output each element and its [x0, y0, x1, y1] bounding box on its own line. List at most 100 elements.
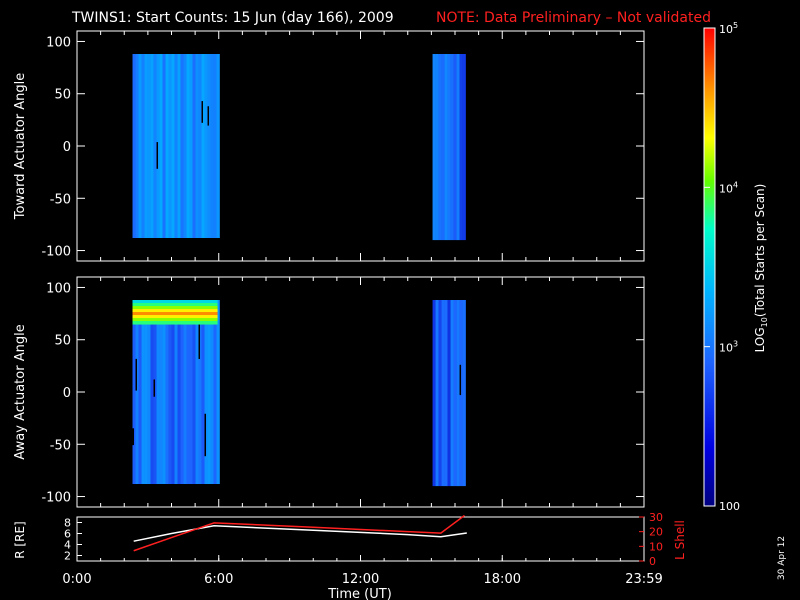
away-heatmap-strip — [444, 300, 448, 487]
toward-heatmap-strip — [207, 54, 211, 238]
toward-heatmap-strip — [210, 54, 214, 238]
toward-heatmap-strip — [213, 54, 217, 238]
away-band-cell — [132, 309, 218, 313]
toward-heatmap-strip — [180, 54, 184, 238]
away-heatmap-strip — [195, 300, 199, 484]
away-heatmap-strip — [174, 300, 178, 484]
orbit-right-ylabel: L Shell — [673, 520, 687, 560]
orbit-panel-frame — [76, 516, 645, 562]
away-heatmap-strip — [177, 300, 181, 484]
toward-heatmap-strip — [456, 54, 460, 241]
away-band-cell — [132, 312, 218, 316]
colorbar — [703, 27, 716, 507]
away-band-cell — [132, 318, 218, 322]
away-gap-mark — [132, 428, 135, 446]
toward-heatmap-strip — [204, 54, 208, 238]
toward-heatmap-strip — [177, 54, 181, 238]
toward-ylabel: Toward Actuator Angle — [13, 73, 28, 220]
away-heatmap-strip — [201, 300, 205, 484]
away-heatmap-strip — [438, 300, 442, 487]
toward-heatmap-strip — [444, 54, 448, 241]
chart-title: TWINS1: Start Counts: 15 Jun (day 166), … — [71, 10, 394, 26]
away-band-cell — [132, 303, 218, 307]
away-heatmap-strip — [159, 300, 163, 484]
away-heatmap-strip — [180, 300, 184, 484]
away-heatmap-strip — [435, 300, 439, 487]
away-heatmap-strip — [198, 300, 202, 484]
away-heatmap-strip — [456, 300, 460, 487]
toward-heatmap-strip — [132, 54, 136, 238]
orbit-left-ytick-label: 2 — [64, 550, 71, 563]
away-heatmap-strip — [450, 300, 454, 487]
toward-heatmap-strip — [153, 54, 157, 238]
away-heatmap-strip — [189, 300, 193, 484]
toward-heatmap-strip — [168, 54, 172, 238]
away-ytick-label: -100 — [41, 491, 71, 506]
toward-heatmap-strip — [438, 54, 442, 241]
away-heatmap-strip — [153, 300, 157, 484]
away-heatmap-strip — [141, 300, 145, 484]
away-gap-mark — [135, 358, 138, 391]
orbit-lines — [133, 514, 467, 552]
toward-heatmap-strip — [447, 54, 451, 241]
toward-heatmap-strip — [441, 54, 445, 241]
toward-heatmap-strip — [150, 54, 154, 238]
toward-heatmap-strip — [432, 54, 436, 241]
preliminary-note: NOTE: Data Preliminary – Not validated — [436, 10, 711, 26]
toward-heatmap-strip — [435, 54, 439, 241]
toward-heatmap-strip — [174, 54, 178, 238]
toward-heatmap-strip — [192, 54, 196, 238]
x-tick-label: 0:00 — [62, 572, 91, 587]
away-heatmap-strip — [168, 300, 172, 484]
toward-heatmap-strip — [165, 54, 169, 238]
x-tick-label: 18:00 — [484, 572, 521, 587]
toward-heatmap-strip — [147, 54, 151, 238]
colorbar-tick-label: 104 — [719, 180, 738, 195]
away-heatmap-strip — [432, 300, 436, 487]
away-heatmap-strip — [441, 300, 445, 487]
away-heatmap-strip — [204, 300, 208, 484]
away-heatmap-strip — [156, 300, 160, 484]
toward-heatmap-strip — [144, 54, 148, 238]
toward-axes: 100 50 0 -50 -100 — [41, 31, 645, 261]
x-tick-label: 12:00 — [342, 572, 379, 587]
away-gap-mark — [459, 364, 462, 396]
toward-heatmap-strip — [138, 54, 142, 238]
away-heatmap-strip — [453, 300, 457, 487]
x-axis-label: Time (UT) — [327, 587, 392, 600]
orbit-right-ytick-label: 30 — [649, 511, 663, 524]
away-heatmap-strip — [147, 300, 151, 484]
colorbar-ticks: 105 104 103 100 — [704, 21, 740, 513]
toward-gap-mark — [207, 106, 210, 126]
toward-heatmap-strip — [198, 54, 202, 238]
colorbar-tick-label: 105 — [719, 21, 738, 36]
away-ytick-label: 0 — [63, 386, 71, 401]
away-heatmap-strip — [210, 300, 214, 484]
toward-heatmap-strip — [216, 54, 220, 238]
toward-heatmap-strip — [171, 54, 175, 238]
colorbar-label: LOG10(Total Starts per Scan) — [753, 184, 769, 353]
toward-heatmap-strip — [159, 54, 163, 238]
toward-heatmap-strip — [453, 54, 457, 241]
away-axes: 100 50 0 -50 -100 — [41, 277, 645, 507]
away-heatmap-strip — [144, 300, 148, 484]
away-band-cell — [132, 315, 218, 319]
l-shell-line — [133, 514, 465, 552]
away-heatmap — [132, 300, 466, 487]
away-heatmap-strip — [132, 300, 136, 484]
toward-ytick-label: 0 — [63, 140, 71, 155]
away-band-cell — [132, 306, 218, 310]
away-gap-mark — [153, 379, 156, 397]
toward-heatmap-strip — [450, 54, 454, 241]
colorbar-tick-label: 103 — [719, 340, 738, 355]
away-ylabel: Away Actuator Angle — [13, 324, 28, 459]
orbit-right-ytick-label: 10 — [649, 540, 663, 553]
radius-line — [133, 525, 467, 542]
toward-heatmap-strip — [459, 54, 463, 241]
away-band-cell — [132, 321, 218, 325]
toward-heatmap-strip — [201, 54, 205, 238]
away-heatmap-strip — [447, 300, 451, 487]
toward-ytick-label: 100 — [46, 35, 71, 50]
away-ytick-label: 50 — [54, 334, 71, 349]
